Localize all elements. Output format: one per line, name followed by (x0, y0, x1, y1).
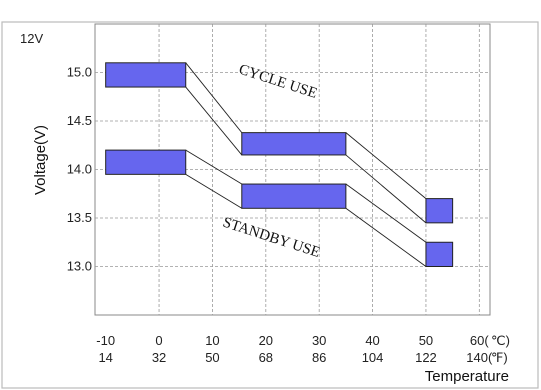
x-tick-label-fahrenheit: 68 (259, 350, 273, 365)
y-tick-label: 15.0 (67, 65, 92, 80)
x-tick-label-fahrenheit: 122 (415, 350, 437, 365)
series-0-box (241, 132, 347, 156)
series-1-box (105, 149, 187, 175)
x-tick-label-fahrenheit: 50 (205, 350, 219, 365)
x-axis-title: Temperature (425, 368, 509, 385)
series-0-connector (185, 86, 243, 156)
y-tick-label: 14.0 (67, 162, 92, 177)
series-0-connector (345, 132, 427, 199)
series-boxes (105, 62, 454, 267)
celsius-unit: ℃) (491, 333, 510, 348)
y-tick-label: 14.5 (67, 113, 92, 128)
x-tick-label-celsius: -10 (96, 333, 115, 348)
series-0-box (425, 198, 454, 224)
grid-lines (95, 24, 490, 315)
x-tick-label-celsius: 40 (365, 333, 379, 348)
y-tick-label: 13.0 (67, 259, 92, 274)
series-1-connector (185, 149, 243, 185)
plot-frame (1, 21, 539, 389)
series-0-connector (185, 62, 243, 133)
x-tick-label-celsius: 60( (470, 333, 489, 348)
series-1-connector (185, 173, 243, 209)
y-tick-label: 13.5 (67, 210, 92, 225)
y-axis-title: Voltage(V) (32, 125, 49, 195)
x-tick-label-celsius: 50 (419, 333, 433, 348)
y-unit-label: 12V (20, 31, 43, 46)
tick-labels: 15.0 14.5 14.0 13.5 13.0 -10 0 10 20 30 40 50 60( 14 3… (67, 65, 493, 366)
series-1-box (241, 183, 347, 209)
x-tick-label-fahrenheit: 104 (362, 350, 384, 365)
x-tick-label-celsius: 10 (205, 333, 219, 348)
x-tick-label-fahrenheit: 86 (312, 350, 326, 365)
series-0-box (105, 62, 187, 88)
x-tick-label-celsius: 20 (259, 333, 273, 348)
series-1-connector (345, 183, 427, 243)
x-tick-label-fahrenheit: 140( (466, 350, 493, 365)
x-tick-label-celsius: 30 (312, 333, 326, 348)
x-tick-label-fahrenheit: 32 (152, 350, 166, 365)
x-tick-label-celsius: 0 (155, 333, 162, 348)
series-0-connector (345, 154, 427, 224)
series-1-connector (345, 207, 427, 267)
fahrenheit-unit: ℉) (491, 350, 508, 365)
x-tick-label-fahrenheit: 14 (98, 350, 112, 365)
series-1-box (425, 241, 454, 267)
band-connectors (185, 62, 427, 267)
